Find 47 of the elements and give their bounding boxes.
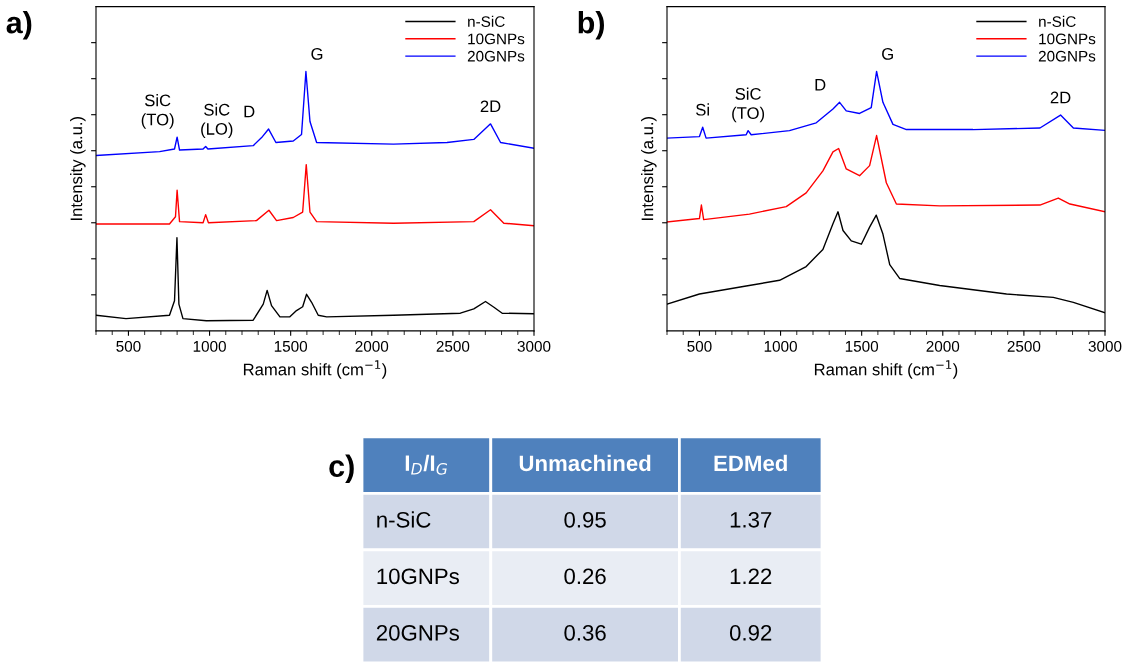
- category-label: I$_{D}$/I$_{G}$: [405, 454, 448, 475]
- legend-label: 10GNPs: [468, 33, 525, 45]
- x-tick-label: 3000: [1088, 340, 1122, 352]
- annotation: SiC (TO): [732, 87, 765, 123]
- annotation: G: [311, 48, 323, 60]
- annotation: SiC (TO): [141, 94, 174, 129]
- x-tick-label: 2500: [1007, 340, 1041, 352]
- x-tick-label: 2000: [926, 340, 960, 352]
- text: 0.95: [564, 511, 606, 528]
- annotation: 2D: [1050, 91, 1071, 104]
- legend-label: 10GNPs: [1039, 33, 1096, 45]
- legend-label: n-SiC: [1039, 15, 1076, 28]
- x-tick-label: 1500: [274, 340, 308, 352]
- legend-label: n-SiC: [468, 15, 505, 28]
- text: 0.26: [564, 568, 606, 585]
- category-label: 10GNPs: [377, 568, 459, 585]
- annotation: SiC (LO): [201, 103, 233, 139]
- annotation: 2D: [480, 100, 501, 113]
- x-tick-label: 3000: [517, 340, 551, 352]
- text: 0.92: [729, 624, 772, 641]
- category-label: 20GNPs: [376, 624, 459, 641]
- category-label: n-SiC: [377, 511, 431, 528]
- text: c): [329, 454, 354, 484]
- category-label: Unmachined: [519, 454, 651, 472]
- text: 1.22: [730, 568, 772, 584]
- annotation: G: [882, 48, 893, 60]
- annotation: D: [244, 105, 255, 118]
- x-tick-label: 1000: [193, 340, 226, 352]
- legend-label: 20GNPs: [1038, 50, 1096, 62]
- text: 1.37: [730, 511, 772, 528]
- x-tick-label: 1000: [764, 340, 797, 352]
- x-tick-label: 2500: [436, 340, 470, 352]
- x-tick-label: 1500: [845, 340, 879, 352]
- x-axis-title: Raman shift (cm$^{−1}$): [814, 360, 958, 379]
- x-axis-title: Raman shift (cm$^{−1}$): [243, 360, 387, 379]
- annotation: Si: [696, 103, 709, 116]
- legend-label: 20GNPs: [467, 50, 525, 62]
- y-axis-title: Intensity (a.u.): [641, 116, 657, 220]
- annotation: D: [815, 79, 826, 91]
- y-axis-title: Intensity (a.u.): [70, 116, 86, 220]
- chart-title: b): [578, 11, 604, 40]
- category-label: EDMed: [714, 454, 787, 472]
- chart-title: a): [6, 11, 32, 40]
- text: 0.36: [564, 624, 606, 641]
- x-tick-label: 500: [687, 340, 712, 352]
- x-tick-label: 500: [116, 340, 141, 352]
- x-tick-label: 2000: [355, 340, 389, 352]
